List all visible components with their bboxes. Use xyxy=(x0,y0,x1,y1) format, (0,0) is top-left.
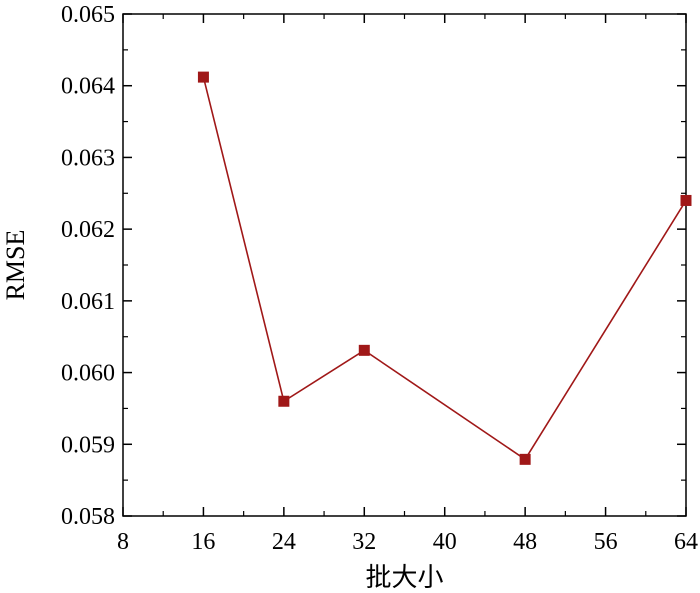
y-tick-label: 0.058 xyxy=(61,504,115,530)
x-axis-ticks xyxy=(122,14,687,516)
y-tick-label: 0.065 xyxy=(61,2,115,28)
y-tick-label: 0.063 xyxy=(61,145,115,171)
y-tick-label: 0.059 xyxy=(61,432,115,458)
x-tick-label: 16 xyxy=(191,529,215,555)
y-axis-ticks xyxy=(123,13,686,517)
y-tick-label: 0.062 xyxy=(61,217,115,243)
series-markers xyxy=(197,71,692,465)
plot-area xyxy=(122,13,687,517)
data-point-marker xyxy=(519,453,531,465)
x-tick-label: 40 xyxy=(433,529,457,555)
data-point-marker xyxy=(680,194,692,206)
x-tick-label: 64 xyxy=(674,529,698,555)
x-axis-tick-labels: 8 16 24 32 40 48 56 64 xyxy=(117,529,698,555)
x-axis-title: 批大小 xyxy=(365,563,443,593)
data-point-marker xyxy=(278,395,290,407)
data-point-marker xyxy=(358,344,370,356)
x-tick-label: 48 xyxy=(513,529,537,555)
series-lines xyxy=(202,76,687,461)
x-tick-label: 8 xyxy=(117,529,129,555)
data-point-marker xyxy=(197,71,209,83)
y-tick-label: 0.060 xyxy=(61,361,115,387)
x-tick-label: 32 xyxy=(352,529,376,555)
y-axis-tick-labels: 0.058 0.059 0.060 0.061 0.062 0.063 0.064 0.065 xyxy=(61,2,115,530)
plot-frame xyxy=(122,13,687,517)
x-tick-label: 56 xyxy=(594,529,618,555)
x-tick-label: 24 xyxy=(272,529,296,555)
y-axis-title: RMSE xyxy=(1,230,30,301)
y-tick-label: 0.061 xyxy=(61,289,115,315)
series-line xyxy=(202,76,687,461)
y-tick-label: 0.064 xyxy=(61,74,115,100)
